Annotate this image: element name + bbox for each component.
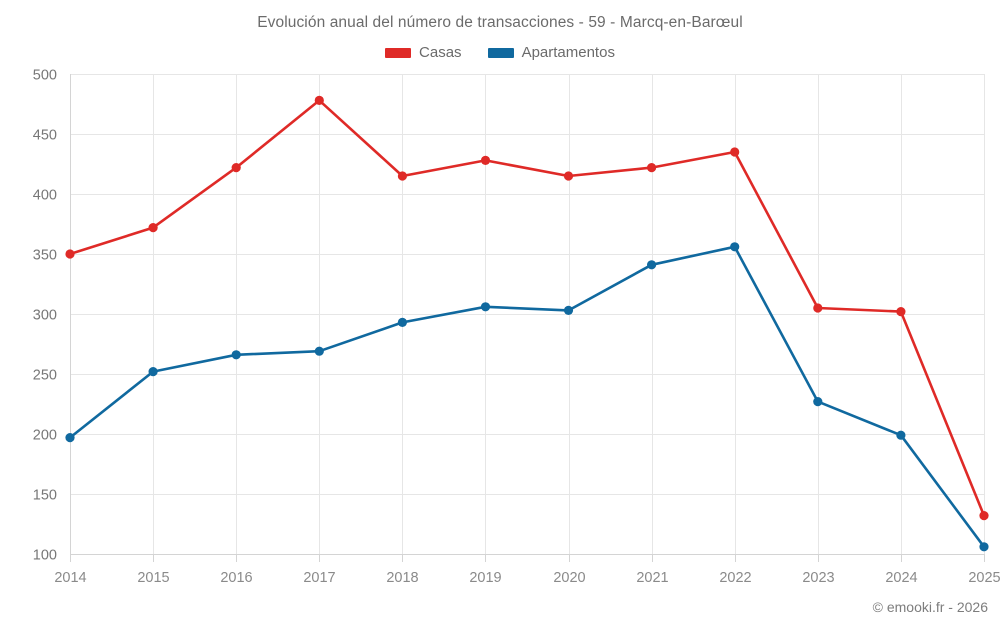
data-point[interactable] (148, 223, 158, 233)
x-axis-tick-label: 2019 (469, 570, 501, 586)
data-point[interactable] (979, 510, 989, 521)
chart-title: Evolución anual del número de transaccio… (257, 14, 743, 31)
x-axis-tick-label: 2014 (54, 570, 86, 586)
data-point[interactable] (730, 147, 740, 157)
x-axis-tick-label: 2023 (802, 570, 834, 586)
data-point[interactable] (563, 171, 574, 181)
y-axis-tick-label: 250 (33, 368, 57, 384)
data-point[interactable] (730, 242, 740, 252)
legend-item-apartamentos[interactable]: Apartamentos (487, 44, 615, 61)
data-point[interactable] (314, 346, 324, 356)
y-axis-tick-label: 150 (33, 488, 57, 504)
data-point[interactable] (896, 307, 906, 317)
y-axis-tick-label: 100 (33, 548, 57, 564)
y-axis-tick-label: 450 (33, 128, 57, 144)
y-axis-tick-label: 200 (33, 428, 57, 444)
x-axis-tick-label: 2022 (719, 570, 751, 586)
x-axis-tick-label: 2017 (303, 570, 335, 586)
data-point[interactable] (397, 171, 407, 181)
legend-label-apartamentos: Apartamentos (521, 44, 615, 61)
data-point[interactable] (480, 302, 491, 312)
x-axis-tick-label: 2021 (636, 570, 668, 586)
copyright-credit: © emooki.fr - 2026 (872, 599, 988, 615)
y-axis-tick-label: 300 (33, 308, 57, 324)
x-axis-tick-label: 2024 (885, 570, 917, 586)
legend-item-casas[interactable]: Casas (385, 44, 462, 61)
legend-label-casas: Casas (419, 44, 462, 61)
data-point[interactable] (979, 542, 989, 552)
data-point[interactable] (813, 303, 823, 313)
data-point[interactable] (65, 433, 75, 443)
x-axis-tick-label: 2018 (386, 570, 418, 586)
x-axis-tick-label: 2015 (137, 570, 169, 586)
x-axis-tick-label: 2020 (553, 570, 585, 586)
data-point[interactable] (231, 350, 241, 360)
data-point[interactable] (647, 260, 657, 270)
legend-color-swatch-apartamentos (487, 47, 514, 58)
data-point[interactable] (148, 367, 158, 377)
x-axis-tick-label: 2016 (220, 570, 252, 586)
data-point[interactable] (563, 305, 574, 315)
data-point[interactable] (480, 155, 491, 165)
data-point[interactable] (231, 163, 241, 173)
data-point[interactable] (813, 397, 823, 407)
series-line-casas (68, 99, 986, 517)
data-point[interactable] (314, 95, 324, 105)
legend-color-swatch-casas (385, 47, 412, 58)
series-line-apartamentos (68, 245, 986, 549)
data-point[interactable] (65, 249, 75, 259)
data-point[interactable] (896, 430, 906, 440)
chart-legend: Casas Apartamentos (0, 44, 1000, 61)
y-axis-tick-label: 350 (33, 248, 57, 264)
x-axis-tick-label: 2025 (968, 570, 1000, 586)
data-point[interactable] (647, 163, 657, 173)
data-point[interactable] (397, 317, 407, 327)
y-axis-tick-label: 500 (33, 68, 57, 84)
y-axis-tick-label: 400 (33, 188, 57, 204)
